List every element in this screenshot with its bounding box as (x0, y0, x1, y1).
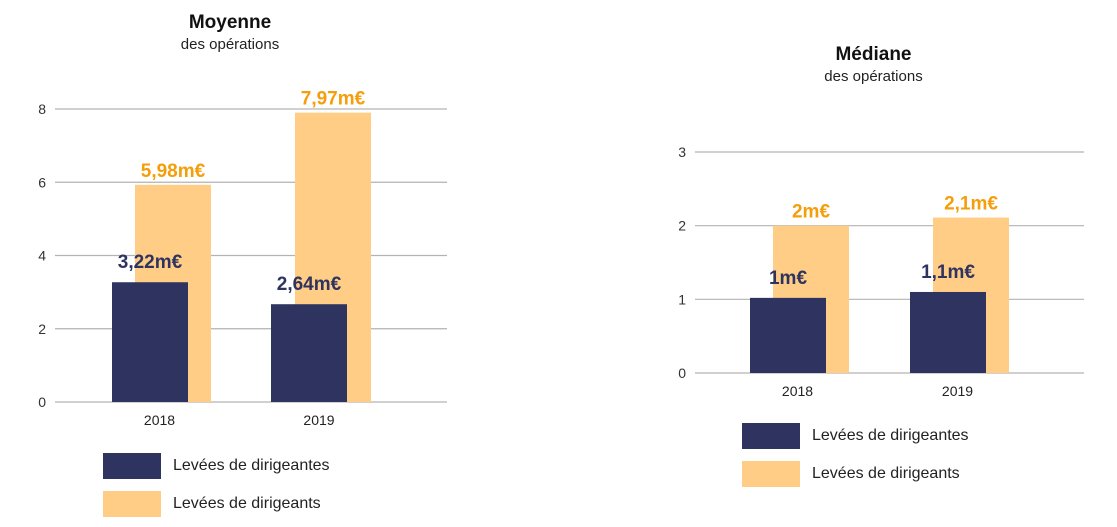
chart-plot: 0 1 2 3 2m€ 1m€ 2018 2,1m€ 1,1m€ 2019 (678, 144, 1084, 399)
data-label-dirigeants: 7,97m€ (301, 89, 366, 110)
y-tick-label: 8 (38, 101, 46, 117)
legend-item-dirigeantes: Levées de dirigeantes (103, 451, 330, 481)
legend-label-dirigeants: Levées de dirigeants (173, 495, 321, 512)
y-tick-label: 4 (38, 248, 46, 264)
chart-subtitle: des opérations (824, 68, 923, 85)
chart-title: Médiane (835, 44, 912, 65)
data-label-dirigeantes: 3,22m€ (118, 252, 183, 273)
data-label-dirigeantes: 2,64m€ (277, 274, 342, 295)
x-tick-label: 2018 (782, 383, 813, 399)
y-tick-label: 2 (678, 218, 686, 234)
legend-swatch-dirigeants (103, 491, 161, 517)
y-tick-label: 0 (678, 365, 686, 381)
y-tick-label: 6 (38, 174, 46, 190)
legend-item-dirigeants: Levées de dirigeants (103, 489, 330, 519)
y-tick-label: 3 (678, 144, 686, 160)
data-label-dirigeantes: 1m€ (769, 268, 807, 289)
bar-dirigeantes (910, 291, 986, 373)
legend-swatch-dirigeantes (742, 423, 800, 449)
legend-item-dirigeantes: Levées de dirigeantes (742, 421, 969, 451)
chart-moyenne: Moyenne des opérations 0 2 4 6 8 5,98m€ 3,22m€… (0, 0, 470, 523)
legend: Levées de dirigeantes Levées de dirigean… (103, 451, 330, 527)
legend-label-dirigeantes: Levées de dirigeantes (173, 457, 330, 474)
x-tick-label: 2018 (144, 412, 175, 428)
data-label-dirigeantes: 1,1m€ (921, 262, 975, 283)
legend-swatch-dirigeantes (103, 453, 161, 479)
data-label-dirigeants: 2m€ (792, 202, 830, 223)
x-tick-label: 2019 (303, 412, 334, 428)
x-tick-label: 2019 (942, 383, 973, 399)
y-tick-label: 0 (38, 394, 46, 410)
y-tick-label: 1 (678, 291, 686, 307)
legend: Levées de dirigeantes Levées de dirigean… (742, 421, 969, 497)
chart-subtitle: des opérations (180, 36, 280, 53)
bar-dirigeantes (112, 282, 188, 402)
bar-dirigeantes (750, 297, 826, 373)
bar-dirigeantes (271, 304, 347, 402)
data-label-dirigeants: 5,98m€ (141, 161, 206, 182)
chart-mediane: Médiane des opérations 0 1 2 3 2m€ 1m€ 2018 2,1… (640, 0, 1117, 523)
chart-plot: 0 2 4 6 8 5,98m€ 3,22m€ 2018 7,97m€ 2,64m€ 2019 (38, 89, 447, 428)
data-label-dirigeants: 2,1m€ (944, 194, 998, 215)
y-tick-label: 2 (38, 321, 46, 337)
legend-item-dirigeants: Levées de dirigeants (742, 459, 969, 489)
legend-label-dirigeantes: Levées de dirigeantes (812, 427, 969, 444)
legend-swatch-dirigeants (742, 461, 800, 487)
chart-title: Moyenne (188, 12, 272, 33)
legend-label-dirigeants: Levées de dirigeants (812, 465, 960, 482)
